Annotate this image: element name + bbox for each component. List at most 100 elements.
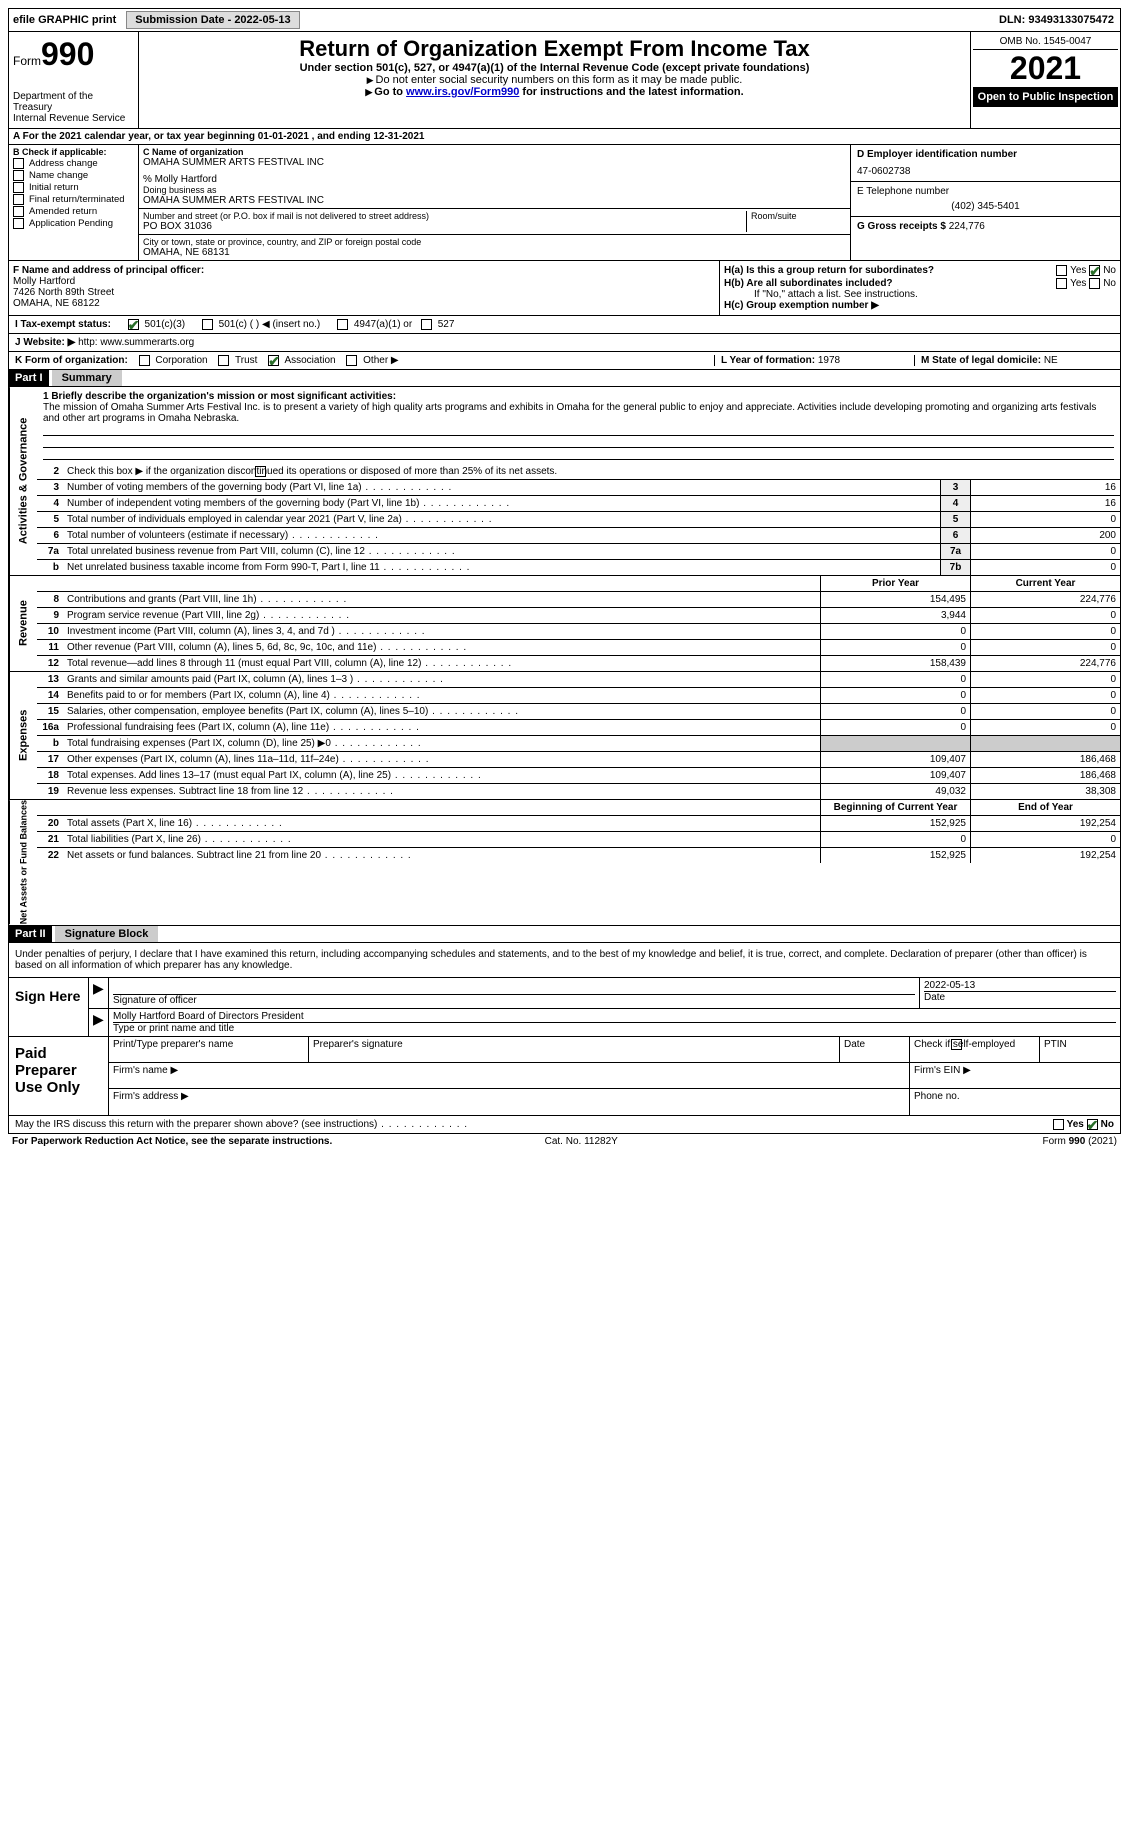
sig-date: 2022-05-13 (924, 980, 1116, 991)
officer-row: F Name and address of principal officer:… (8, 261, 1121, 316)
hb-no-checkbox[interactable] (1089, 278, 1100, 289)
4947-checkbox[interactable] (337, 319, 348, 330)
firm-ein-label: Firm's EIN ▶ (910, 1063, 1120, 1088)
preparer-sig-head: Preparer's signature (309, 1037, 840, 1062)
table-row: 19Revenue less expenses. Subtract line 1… (37, 784, 1120, 799)
date-label: Date (924, 991, 1116, 1003)
officer-left: F Name and address of principal officer:… (9, 261, 720, 315)
phone-label: Phone no. (910, 1089, 1120, 1115)
table-row: 11Other revenue (Part VIII, column (A), … (37, 640, 1120, 656)
signature-declaration: Under penalties of perjury, I declare th… (8, 943, 1121, 978)
prior-year-head: Prior Year (820, 576, 970, 591)
street-label: Number and street (or P.O. box if mail i… (143, 211, 746, 221)
application-pending-checkbox[interactable] (13, 218, 24, 229)
sign-here-block: Sign Here ▶ Signature of officer 2022-05… (8, 978, 1121, 1037)
501c-checkbox[interactable] (202, 319, 213, 330)
discuss-no-checkbox[interactable] (1087, 1119, 1098, 1130)
form-label: Form (13, 54, 41, 68)
trust-checkbox[interactable] (218, 355, 229, 366)
dept-label: Department of the Treasury (13, 91, 134, 113)
top-bar: efile GRAPHIC print Submission Date - 20… (8, 8, 1121, 32)
527-checkbox[interactable] (421, 319, 432, 330)
h-c: H(c) Group exemption number ▶ (724, 300, 1116, 311)
current-year-head: Current Year (970, 576, 1120, 591)
city-label: City or town, state or province, country… (143, 237, 846, 247)
tel-label: E Telephone number (857, 186, 1114, 197)
amended-return-checkbox[interactable] (13, 206, 24, 217)
header-mid: Return of Organization Exempt From Incom… (139, 32, 970, 128)
part1-label: Part I (9, 370, 49, 386)
preparer-date-head: Date (840, 1037, 910, 1062)
street-value: PO BOX 31036 (143, 221, 746, 232)
submission-date-button[interactable]: Submission Date - 2022-05-13 (126, 11, 299, 29)
discuss-yes-checkbox[interactable] (1053, 1119, 1064, 1130)
part2-title: Signature Block (55, 926, 159, 942)
firm-addr-label: Firm's address ▶ (109, 1089, 910, 1115)
initial-return-checkbox[interactable] (13, 182, 24, 193)
table-row: 18Total expenses. Add lines 13–17 (must … (37, 768, 1120, 784)
tel-value: (402) 345-5401 (857, 201, 1114, 212)
tax-year-row: A For the 2021 calendar year, or tax yea… (8, 129, 1121, 145)
sig-officer-label: Signature of officer (113, 994, 915, 1006)
discuss-row: May the IRS discuss this return with the… (8, 1116, 1121, 1134)
other-checkbox[interactable] (346, 355, 357, 366)
officer-label: F Name and address of principal officer: (13, 265, 715, 276)
part2-label: Part II (9, 926, 52, 942)
table-row: 10Investment income (Part VIII, column (… (37, 624, 1120, 640)
room-label: Room/suite (751, 211, 846, 221)
hb-yes-checkbox[interactable] (1056, 278, 1067, 289)
mission-label: 1 Briefly describe the organization's mi… (43, 391, 1114, 402)
summary-line: bNet unrelated business taxable income f… (37, 560, 1120, 575)
sign-here-label: Sign Here (9, 978, 89, 1036)
part1-bar: Part I Summary (8, 370, 1121, 387)
netassets-block: Net Assets or Fund Balances Beginning of… (8, 800, 1121, 925)
irs-link[interactable]: www.irs.gov/Form990 (406, 86, 519, 98)
assoc-checkbox[interactable] (268, 355, 279, 366)
summary-line: 3Number of voting members of the governi… (37, 480, 1120, 496)
self-employed-checkbox[interactable] (951, 1039, 962, 1050)
ha-yes-checkbox[interactable] (1056, 265, 1067, 276)
discontinued-checkbox[interactable] (255, 466, 266, 477)
tax-year: 2021 (973, 50, 1118, 87)
table-row: 13Grants and similar amounts paid (Part … (37, 672, 1120, 688)
org-name-label: C Name of organization (143, 147, 846, 157)
dba-value: OMAHA SUMMER ARTS FESTIVAL INC (143, 195, 846, 206)
city-value: OMAHA, NE 68131 (143, 247, 846, 258)
table-row: 21Total liabilities (Part X, line 26)00 (37, 832, 1120, 848)
table-row: 15Salaries, other compensation, employee… (37, 704, 1120, 720)
paid-preparer-label: Paid Preparer Use Only (9, 1037, 109, 1115)
ha-no-checkbox[interactable] (1089, 265, 1100, 276)
address-change-checkbox[interactable] (13, 158, 24, 169)
dln-label: DLN: 93493133075472 (993, 12, 1120, 28)
col-c: C Name of organization OMAHA SUMMER ARTS… (139, 145, 850, 260)
revenue-tab: Revenue (9, 576, 37, 671)
final-return-checkbox[interactable] (13, 194, 24, 205)
name-change-checkbox[interactable] (13, 170, 24, 181)
ein-label: D Employer identification number (857, 149, 1114, 160)
care-of: % Molly Hartford (143, 174, 846, 185)
footer-left: For Paperwork Reduction Act Notice, see … (12, 1136, 332, 1147)
note-goto-pre: Go to (374, 86, 406, 98)
end-year-head: End of Year (970, 800, 1120, 815)
main-info-block: B Check if applicable: Address change Na… (8, 145, 1121, 261)
part1-title: Summary (52, 370, 122, 386)
begin-year-head: Beginning of Current Year (820, 800, 970, 815)
summary-line: 5Total number of individuals employed in… (37, 512, 1120, 528)
firm-name-label: Firm's name ▶ (109, 1063, 910, 1088)
col-b-label: B Check if applicable: (13, 147, 134, 157)
website-row: J Website: ▶ http: www.summerarts.org (8, 334, 1121, 352)
table-row: 20Total assets (Part X, line 16)152,9251… (37, 816, 1120, 832)
arrow-icon: ▶ (93, 1011, 104, 1027)
gross-value: 224,776 (949, 221, 985, 232)
corp-checkbox[interactable] (139, 355, 150, 366)
form-header: Form990 Department of the Treasury Inter… (8, 32, 1121, 129)
col-b-checkboxes: B Check if applicable: Address change Na… (9, 145, 139, 260)
irs-label: Internal Revenue Service (13, 113, 134, 124)
korg-row: K Form of organization: Corporation Trus… (8, 352, 1121, 370)
expenses-tab: Expenses (9, 672, 37, 799)
h-note: If "No," attach a list. See instructions… (724, 289, 1116, 300)
dba-label: Doing business as (143, 185, 846, 195)
officer-addr1: 7426 North 89th Street (13, 287, 715, 298)
mission-section: 1 Briefly describe the organization's mi… (37, 387, 1120, 464)
501c3-checkbox[interactable] (128, 319, 139, 330)
